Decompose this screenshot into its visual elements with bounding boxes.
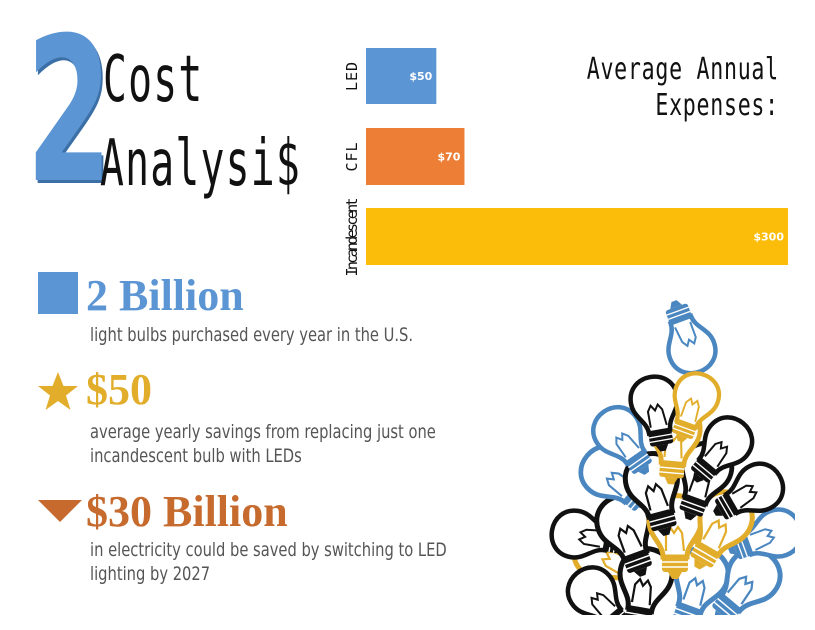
heading-line-cost: Cost (103, 43, 204, 117)
section-number: 2 (26, 0, 113, 228)
bar-incandescent (366, 208, 788, 265)
light-bulb-icon (672, 371, 722, 443)
stat-desc-line: in electricity could be saved by switchi… (90, 539, 447, 561)
stat-desc-electricity: in electricity could be saved by switchi… (90, 538, 447, 586)
light-bulb-icon (591, 404, 652, 475)
expenses-bar-chart: $50 LED $70 CFL $300 Incandescent (343, 48, 788, 277)
bar-value-label: $300 (753, 231, 784, 244)
category-label-cfl: CFL (343, 141, 361, 171)
star-icon (38, 372, 78, 410)
category-label-led: LED (343, 61, 361, 91)
bar-value-label: $70 (437, 151, 460, 164)
light-bulbs-illustration (549, 300, 795, 615)
bar-cfl (366, 128, 465, 185)
chart-title: Average Annual Expenses: (587, 52, 779, 124)
stat-value-bulbs: 2 Billion (86, 271, 244, 320)
light-bulb-icon (665, 300, 718, 376)
stat-desc-line: light bulbs purchased every year in the … (90, 324, 414, 346)
stat-desc-bulbs: light bulbs purchased every year in the … (90, 323, 413, 347)
stat-value-savings: $50 (86, 365, 152, 414)
light-bulb-icon (594, 493, 652, 577)
stat-value-electricity: $30 Billion (86, 487, 288, 536)
light-bulb-icon (691, 415, 755, 483)
light-bulb-icon (713, 461, 786, 520)
stat-desc-savings: average yearly savings from replacing ju… (90, 420, 436, 468)
chart-title-line-1: Average Annual (586, 52, 779, 87)
light-bulb-icon (673, 546, 731, 615)
chart-title-line-2: Expenses: (655, 88, 779, 123)
stat-desc-line: incandescent bulb with LEDs (90, 445, 302, 467)
light-bulb-icon (565, 565, 629, 615)
category-label-incandescent: Incandescent (343, 197, 361, 277)
down-triangle-icon (38, 500, 82, 522)
stat-desc-line: average yearly savings from replacing ju… (90, 421, 436, 443)
blue-square-marker (38, 272, 78, 314)
heading-line-analysis: Analysi$ (100, 127, 302, 201)
stat-desc-line: lighting by 2027 (90, 563, 211, 585)
bar-led (366, 48, 437, 104)
bar-value-label: $50 (409, 70, 432, 83)
